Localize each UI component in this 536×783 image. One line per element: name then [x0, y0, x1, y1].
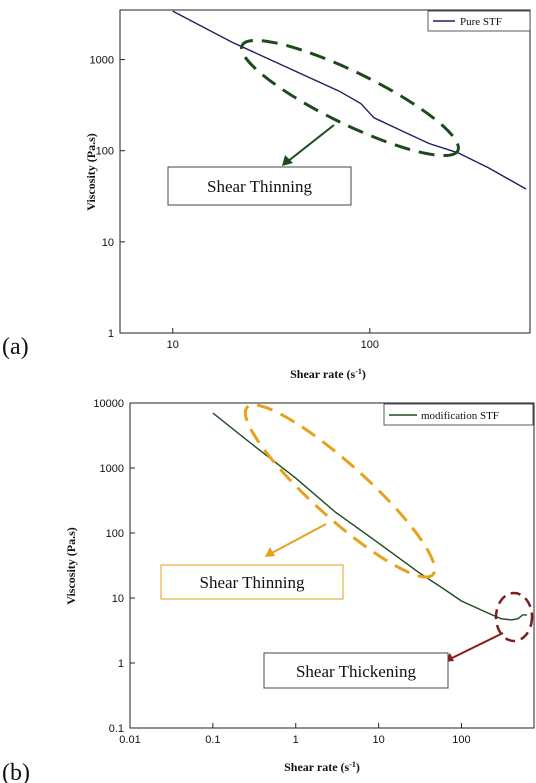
panel-a-annotation-label: Shear Thinning — [207, 177, 312, 196]
panel-b-y-tick-label: 10 — [112, 593, 124, 605]
panel-a-y-tick-label: 1 — [108, 328, 114, 340]
panel-b-plot-frame — [129, 402, 535, 729]
panel-b-thinning-annotation-box — [160, 564, 344, 600]
panel-a-legend: Pure STF — [427, 10, 531, 32]
panel-b-y-tick-label: 1000 — [100, 463, 124, 475]
panel-b-x-ticks: 0.01 0.1 1 10 100 — [119, 723, 471, 746]
panel-b-x-tick-label: 0.1 — [205, 734, 220, 746]
panel-b-y-axis-label: Viscosity (Pa.s) — [64, 527, 78, 605]
panel-a-series-pure-stf-line — [172, 10, 527, 190]
panel-a-y-tick-label: 10 — [102, 237, 114, 249]
panel-b-y-tick-label: 100 — [106, 528, 124, 540]
panel-b-legend-box — [383, 403, 534, 426]
panel-a-y-tick-label: 1000 — [90, 55, 114, 67]
panel-b-thinning-arrow-head — [265, 547, 275, 557]
panel-a-legend-label: Pure STF — [460, 16, 502, 28]
panel-b-x-tick-label: 10 — [372, 734, 384, 746]
panel-a-plot-frame — [119, 9, 531, 334]
panel-b-shear-thinning-ellipse — [243, 403, 437, 579]
panel-b-y-tick-label: 10000 — [93, 398, 124, 410]
panel-b-shear-thickening-ellipse — [494, 591, 534, 643]
panel-b-x-tick-label: 1 — [293, 734, 299, 746]
panel-b-x-axis-label: Shear rate (s-1) — [284, 760, 360, 775]
panel-b-y-tick-label: 0.1 — [109, 723, 124, 735]
panel-a-annotation-box — [167, 166, 352, 206]
panel-a-y-axis-label: Viscosity (Pa.s) — [84, 133, 98, 211]
panel-b-legend: modification STF — [383, 403, 534, 426]
panel-b-series-modification-stf-line — [212, 412, 528, 621]
panel-b-thickening-arrow — [449, 632, 504, 660]
panel-a: 1 10 100 1000 10 100 Shear rate (s-1) Viscos… — [2, 9, 531, 382]
panel-a-x-axis-label: Shear rate (s-1) — [290, 367, 366, 382]
panel-a-x-ticks: 10 100 — [167, 328, 379, 351]
panel-b-label: (b) — [2, 760, 30, 783]
panel-b-y-ticks: 0.1 1 10 100 1000 10000 — [93, 398, 135, 735]
panel-a-y-ticks: 1 10 100 1000 — [90, 55, 125, 340]
panel-a-y-tick-label: 100 — [96, 146, 114, 158]
panel-a-annotation-arrow-head — [282, 155, 293, 166]
panel-a-shear-thinning-ellipse — [240, 38, 460, 158]
panel-b-x-tick-label: 100 — [452, 734, 470, 746]
panel-b-x-tick-label: 0.01 — [119, 734, 140, 746]
panel-a-x-tick-label: 10 — [167, 339, 179, 351]
panel-b-thinning-arrow — [269, 523, 327, 555]
panel-b-thinning-annotation-label: Shear Thinning — [200, 573, 305, 592]
panel-a-legend-box — [427, 10, 531, 32]
panel-b-y-tick-label: 1 — [118, 658, 124, 670]
panel-b-thickening-annotation-box — [263, 652, 449, 689]
panel-b-thickening-annotation-label: Shear Thickening — [296, 662, 417, 681]
panel-b-legend-label: modification STF — [421, 410, 499, 422]
panel-a-x-tick-label: 100 — [361, 339, 379, 351]
panel-a-annotation-arrow — [286, 124, 335, 163]
panel-a-label: (a) — [2, 334, 29, 360]
